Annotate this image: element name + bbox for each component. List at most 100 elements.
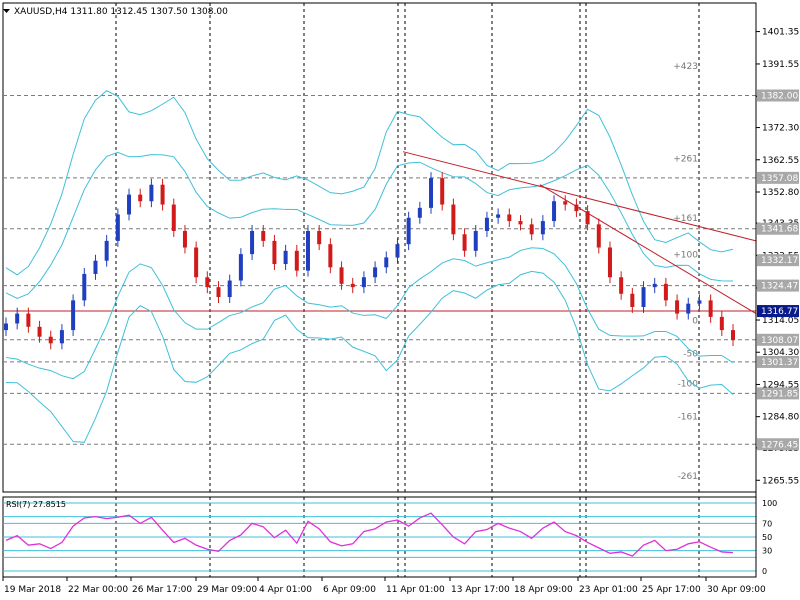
price-tick-label: 1314.05 — [762, 316, 799, 326]
time-tick-label: 29 Mar 09:00 — [197, 585, 257, 595]
time-tick-label: 4 Apr 01:00 — [259, 585, 312, 595]
candle-body — [127, 194, 132, 215]
candle-body — [652, 283, 657, 288]
candle-body — [250, 230, 255, 255]
price-tick-label: 1401.35 — [762, 28, 799, 38]
fibo-level-label: -261 — [678, 472, 698, 482]
candle-body — [328, 244, 333, 268]
time-tick-label: 22 Mar 00:00 — [68, 585, 128, 595]
fibo-level-label: -161 — [678, 412, 698, 422]
rsi-axis-label: 0 — [762, 567, 767, 576]
rsi-line — [5, 512, 734, 557]
price-level-box-label: 1382.00 — [761, 92, 798, 102]
price-tick-label: 1265.55 — [762, 476, 799, 486]
candle-body — [451, 204, 456, 235]
candle-body — [194, 247, 199, 278]
candle-body — [596, 224, 601, 248]
candle-body — [384, 257, 389, 268]
price-axis[interactable]: 1401.351391.551381.751372.301362.551352.… — [755, 3, 799, 577]
candle-body — [731, 330, 735, 341]
price-level-box — [757, 387, 799, 400]
rsi-axis-label: 30 — [762, 547, 772, 556]
time-tick-label: 19 Mar 2018 — [4, 585, 61, 595]
candle-body — [216, 287, 221, 298]
price-level-box-label: 1301.37 — [761, 358, 798, 368]
candle-body — [59, 330, 64, 344]
candle-body — [339, 267, 344, 284]
candle-body — [294, 250, 299, 271]
price-level-box — [757, 254, 799, 267]
main-price-pane[interactable]: +423 +261 +161 +100 0 -50 -100 -161 -261 — [2, 2, 757, 493]
candle-body — [552, 201, 557, 222]
rsi-axis-label: 70 — [762, 519, 772, 528]
rsi-label: RSI(7) 27.8515 — [6, 500, 66, 509]
fibo-level-label: +100 — [673, 250, 698, 260]
candle-body — [641, 287, 646, 307]
rsi-axis-label: 100 — [762, 499, 777, 508]
dropdown-triangle-icon[interactable] — [3, 9, 10, 13]
fibo-level-label: +261 — [673, 155, 698, 165]
candle-body — [406, 217, 411, 245]
price-level-box-label: 1332.17 — [761, 256, 798, 266]
bollinger-outer-upper — [5, 90, 734, 276]
candle-body — [496, 214, 501, 218]
price-level-box-label: 1291.85 — [761, 389, 798, 399]
price-level-box-label: 1324.47 — [761, 282, 798, 292]
candle-body — [429, 178, 434, 208]
time-axis[interactable]: 19 Mar 2018 22 Mar 00:00 26 Mar 17:00 29 Ma… — [2, 577, 766, 595]
time-tick-label: 13 Apr 17:00 — [451, 585, 510, 595]
candle-body — [507, 214, 512, 222]
trend-line[interactable] — [402, 151, 757, 242]
candle-body — [619, 277, 624, 294]
candle-body — [350, 283, 355, 288]
candle-body — [104, 240, 109, 261]
candle-body — [93, 260, 98, 274]
price-level-box — [757, 279, 799, 292]
candle-body — [171, 204, 176, 231]
candle-body — [585, 211, 590, 225]
candle-body — [529, 224, 534, 235]
price-tick-label: 1372.30 — [762, 124, 799, 134]
candle-body — [417, 207, 422, 218]
candle-body — [484, 217, 489, 231]
candle-body — [440, 178, 445, 205]
candle-body — [563, 201, 568, 205]
candle-body — [26, 313, 31, 327]
price-level-box-label: 1308.07 — [761, 336, 798, 346]
candle-body — [4, 323, 8, 331]
price-tick-label: 1352.80 — [762, 188, 799, 198]
candle-body — [182, 230, 187, 248]
candle-body — [373, 267, 378, 278]
fibo-level-label: +161 — [673, 214, 698, 224]
candle-body — [138, 194, 143, 202]
candle-body — [205, 277, 210, 288]
candle-body — [71, 300, 76, 331]
rsi-indicator-pane[interactable]: 100 70 50 30 0 — [2, 496, 777, 578]
bollinger-inner-upper — [5, 151, 734, 299]
candle-body — [708, 300, 713, 317]
price-level-box-label: 1276.45 — [761, 440, 798, 450]
candle-body — [473, 230, 478, 251]
candle-body — [227, 280, 232, 298]
candle-body — [540, 221, 545, 235]
candle-body — [675, 300, 680, 314]
time-tick-label: 26 Mar 17:00 — [132, 585, 192, 595]
candle-body — [607, 247, 612, 278]
price-level-box — [757, 222, 799, 235]
price-tick-label: 1304.30 — [762, 348, 799, 358]
candle-body — [317, 230, 322, 245]
time-tick-label: 23 Apr 01:00 — [579, 585, 638, 595]
candle-body — [160, 184, 165, 205]
candle-body — [663, 283, 668, 301]
fibo-level-label: +423 — [673, 62, 698, 72]
time-tick-label: 30 Apr 09:00 — [707, 585, 766, 595]
candle-body — [574, 204, 579, 212]
price-level-box — [757, 333, 799, 346]
symbol-quote-label: XAUUSD,H4 1311.80 1312.45 1307.50 1308.0… — [14, 7, 228, 17]
candle-body — [305, 230, 310, 271]
price-level-box-label: 1341.68 — [761, 225, 798, 235]
trend-line[interactable] — [539, 184, 757, 315]
candle-body — [149, 184, 154, 202]
candle-body — [361, 277, 366, 288]
